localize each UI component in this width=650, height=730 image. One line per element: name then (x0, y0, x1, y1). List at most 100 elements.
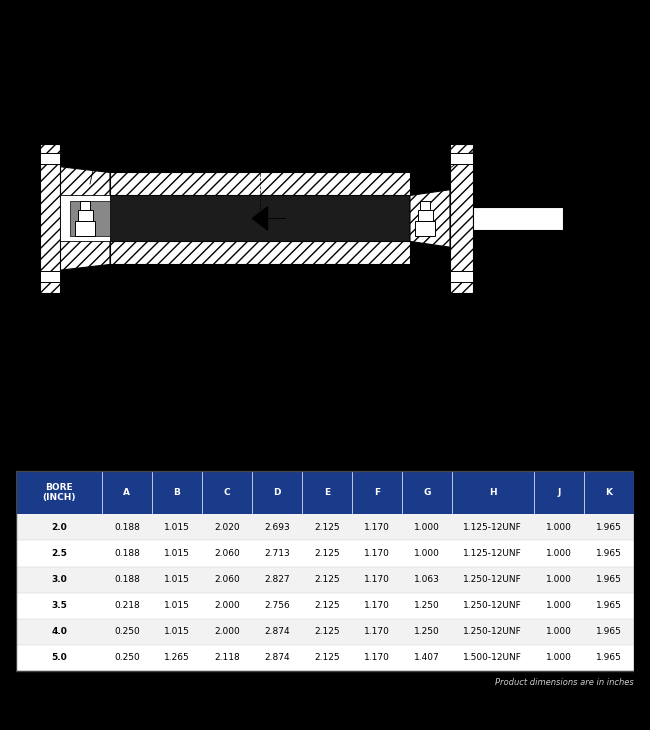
Text: E: E (48, 296, 52, 301)
Bar (16, 471, 634, 515)
Text: 2.693: 2.693 (264, 523, 290, 532)
Text: 1.170: 1.170 (364, 601, 390, 610)
Text: 1.015: 1.015 (164, 601, 190, 610)
Text: 1.000: 1.000 (546, 575, 572, 584)
Text: 1.015: 1.015 (164, 549, 190, 558)
Text: 0.188: 0.188 (114, 575, 140, 584)
Text: A: A (124, 488, 131, 497)
Text: 0.188: 0.188 (114, 523, 140, 532)
Bar (40, 153, 60, 164)
Text: 1.170: 1.170 (364, 575, 390, 584)
Text: 2.874: 2.874 (264, 653, 290, 662)
Text: 2.000: 2.000 (214, 627, 240, 637)
Polygon shape (410, 190, 450, 247)
Text: G: G (47, 116, 53, 126)
Text: H: H (458, 122, 465, 131)
Text: 1.015: 1.015 (164, 575, 190, 584)
Text: PORT: PORT (493, 129, 515, 138)
Text: 1.000: 1.000 (546, 549, 572, 558)
Polygon shape (110, 242, 410, 264)
Text: 1.125-12UNF: 1.125-12UNF (463, 549, 522, 558)
Polygon shape (40, 144, 60, 293)
Text: Product dimensions are in inches: Product dimensions are in inches (495, 678, 634, 687)
Text: 2.125: 2.125 (314, 549, 339, 558)
Text: 2.125: 2.125 (314, 575, 339, 584)
Text: B: B (515, 104, 521, 114)
Bar (60, 196, 110, 242)
Text: 0.218: 0.218 (114, 601, 140, 610)
Text: 1.000: 1.000 (414, 549, 439, 558)
Text: 1.965: 1.965 (596, 523, 621, 532)
Bar (417, 210, 432, 221)
Text: F: F (374, 488, 380, 497)
Text: 0.250: 0.250 (114, 627, 140, 637)
Text: J: J (109, 306, 111, 315)
Bar (70, 201, 110, 236)
Bar (450, 153, 473, 164)
Bar (415, 221, 435, 236)
Text: 1.265: 1.265 (164, 653, 190, 662)
Bar (16, 566, 634, 593)
Bar (16, 515, 634, 540)
Text: 1.000: 1.000 (546, 653, 572, 662)
Text: 4.0: 4.0 (51, 627, 67, 637)
Text: 1.250-12UNF: 1.250-12UNF (463, 575, 522, 584)
Text: 2.125: 2.125 (314, 653, 339, 662)
Text: 3.0: 3.0 (51, 575, 67, 584)
Text: 2.713: 2.713 (264, 549, 290, 558)
Text: 3.5: 3.5 (51, 601, 67, 610)
Text: 1.965: 1.965 (596, 627, 621, 637)
Text: 1.250-12UNF: 1.250-12UNF (463, 601, 522, 610)
Text: BORE
(INCH): BORE (INCH) (42, 483, 76, 502)
Text: 2.125: 2.125 (314, 627, 339, 637)
Text: 0.188: 0.188 (114, 549, 140, 558)
Text: C: C (82, 116, 88, 126)
Bar (473, 207, 562, 230)
Text: K: K (438, 306, 444, 315)
Text: 1.250: 1.250 (414, 601, 439, 610)
Text: 1.965: 1.965 (596, 653, 621, 662)
Text: 1.170: 1.170 (364, 523, 390, 532)
Text: 2.000: 2.000 (214, 601, 240, 610)
Text: 2.756: 2.756 (264, 601, 290, 610)
Text: 1.250: 1.250 (414, 627, 439, 637)
Text: 5.0: 5.0 (51, 653, 67, 662)
Text: 1.000: 1.000 (546, 627, 572, 637)
Bar (40, 272, 60, 282)
Text: B: B (174, 488, 180, 497)
Text: E: E (324, 488, 330, 497)
Text: 1.170: 1.170 (364, 627, 390, 637)
Text: STROKE: STROKE (243, 306, 277, 315)
Text: 2.118: 2.118 (214, 653, 240, 662)
Text: 1.965: 1.965 (596, 575, 621, 584)
Text: 1.500-12UNF: 1.500-12UNF (463, 653, 522, 662)
Text: 2.5: 2.5 (51, 549, 67, 558)
Bar (80, 201, 90, 210)
Text: S: S (515, 306, 520, 315)
Text: 1.125-12UNF: 1.125-12UNF (463, 523, 522, 532)
Text: 1.000: 1.000 (414, 523, 439, 532)
Text: 1.000: 1.000 (546, 601, 572, 610)
Text: 1.170: 1.170 (364, 549, 390, 558)
Polygon shape (60, 166, 110, 270)
Text: 2.827: 2.827 (264, 575, 290, 584)
Text: J: J (557, 488, 560, 497)
Bar (16, 593, 634, 619)
Text: 1.000: 1.000 (546, 523, 572, 532)
Text: 2.060: 2.060 (214, 575, 240, 584)
Text: K: K (605, 488, 612, 497)
Text: D: D (273, 488, 281, 497)
Text: PORT: PORT (100, 129, 123, 138)
Text: G: G (423, 488, 430, 497)
Polygon shape (450, 144, 473, 293)
Text: 0.250: 0.250 (114, 653, 140, 662)
Bar (110, 196, 410, 242)
Bar (77, 210, 92, 221)
Text: 1.063: 1.063 (414, 575, 439, 584)
Text: 2.125: 2.125 (314, 601, 339, 610)
Text: 2.020: 2.020 (214, 523, 240, 532)
Text: 1.965: 1.965 (596, 601, 621, 610)
Text: L: L (27, 214, 32, 223)
Text: 1.407: 1.407 (414, 653, 439, 662)
Text: 2.125: 2.125 (314, 523, 339, 532)
